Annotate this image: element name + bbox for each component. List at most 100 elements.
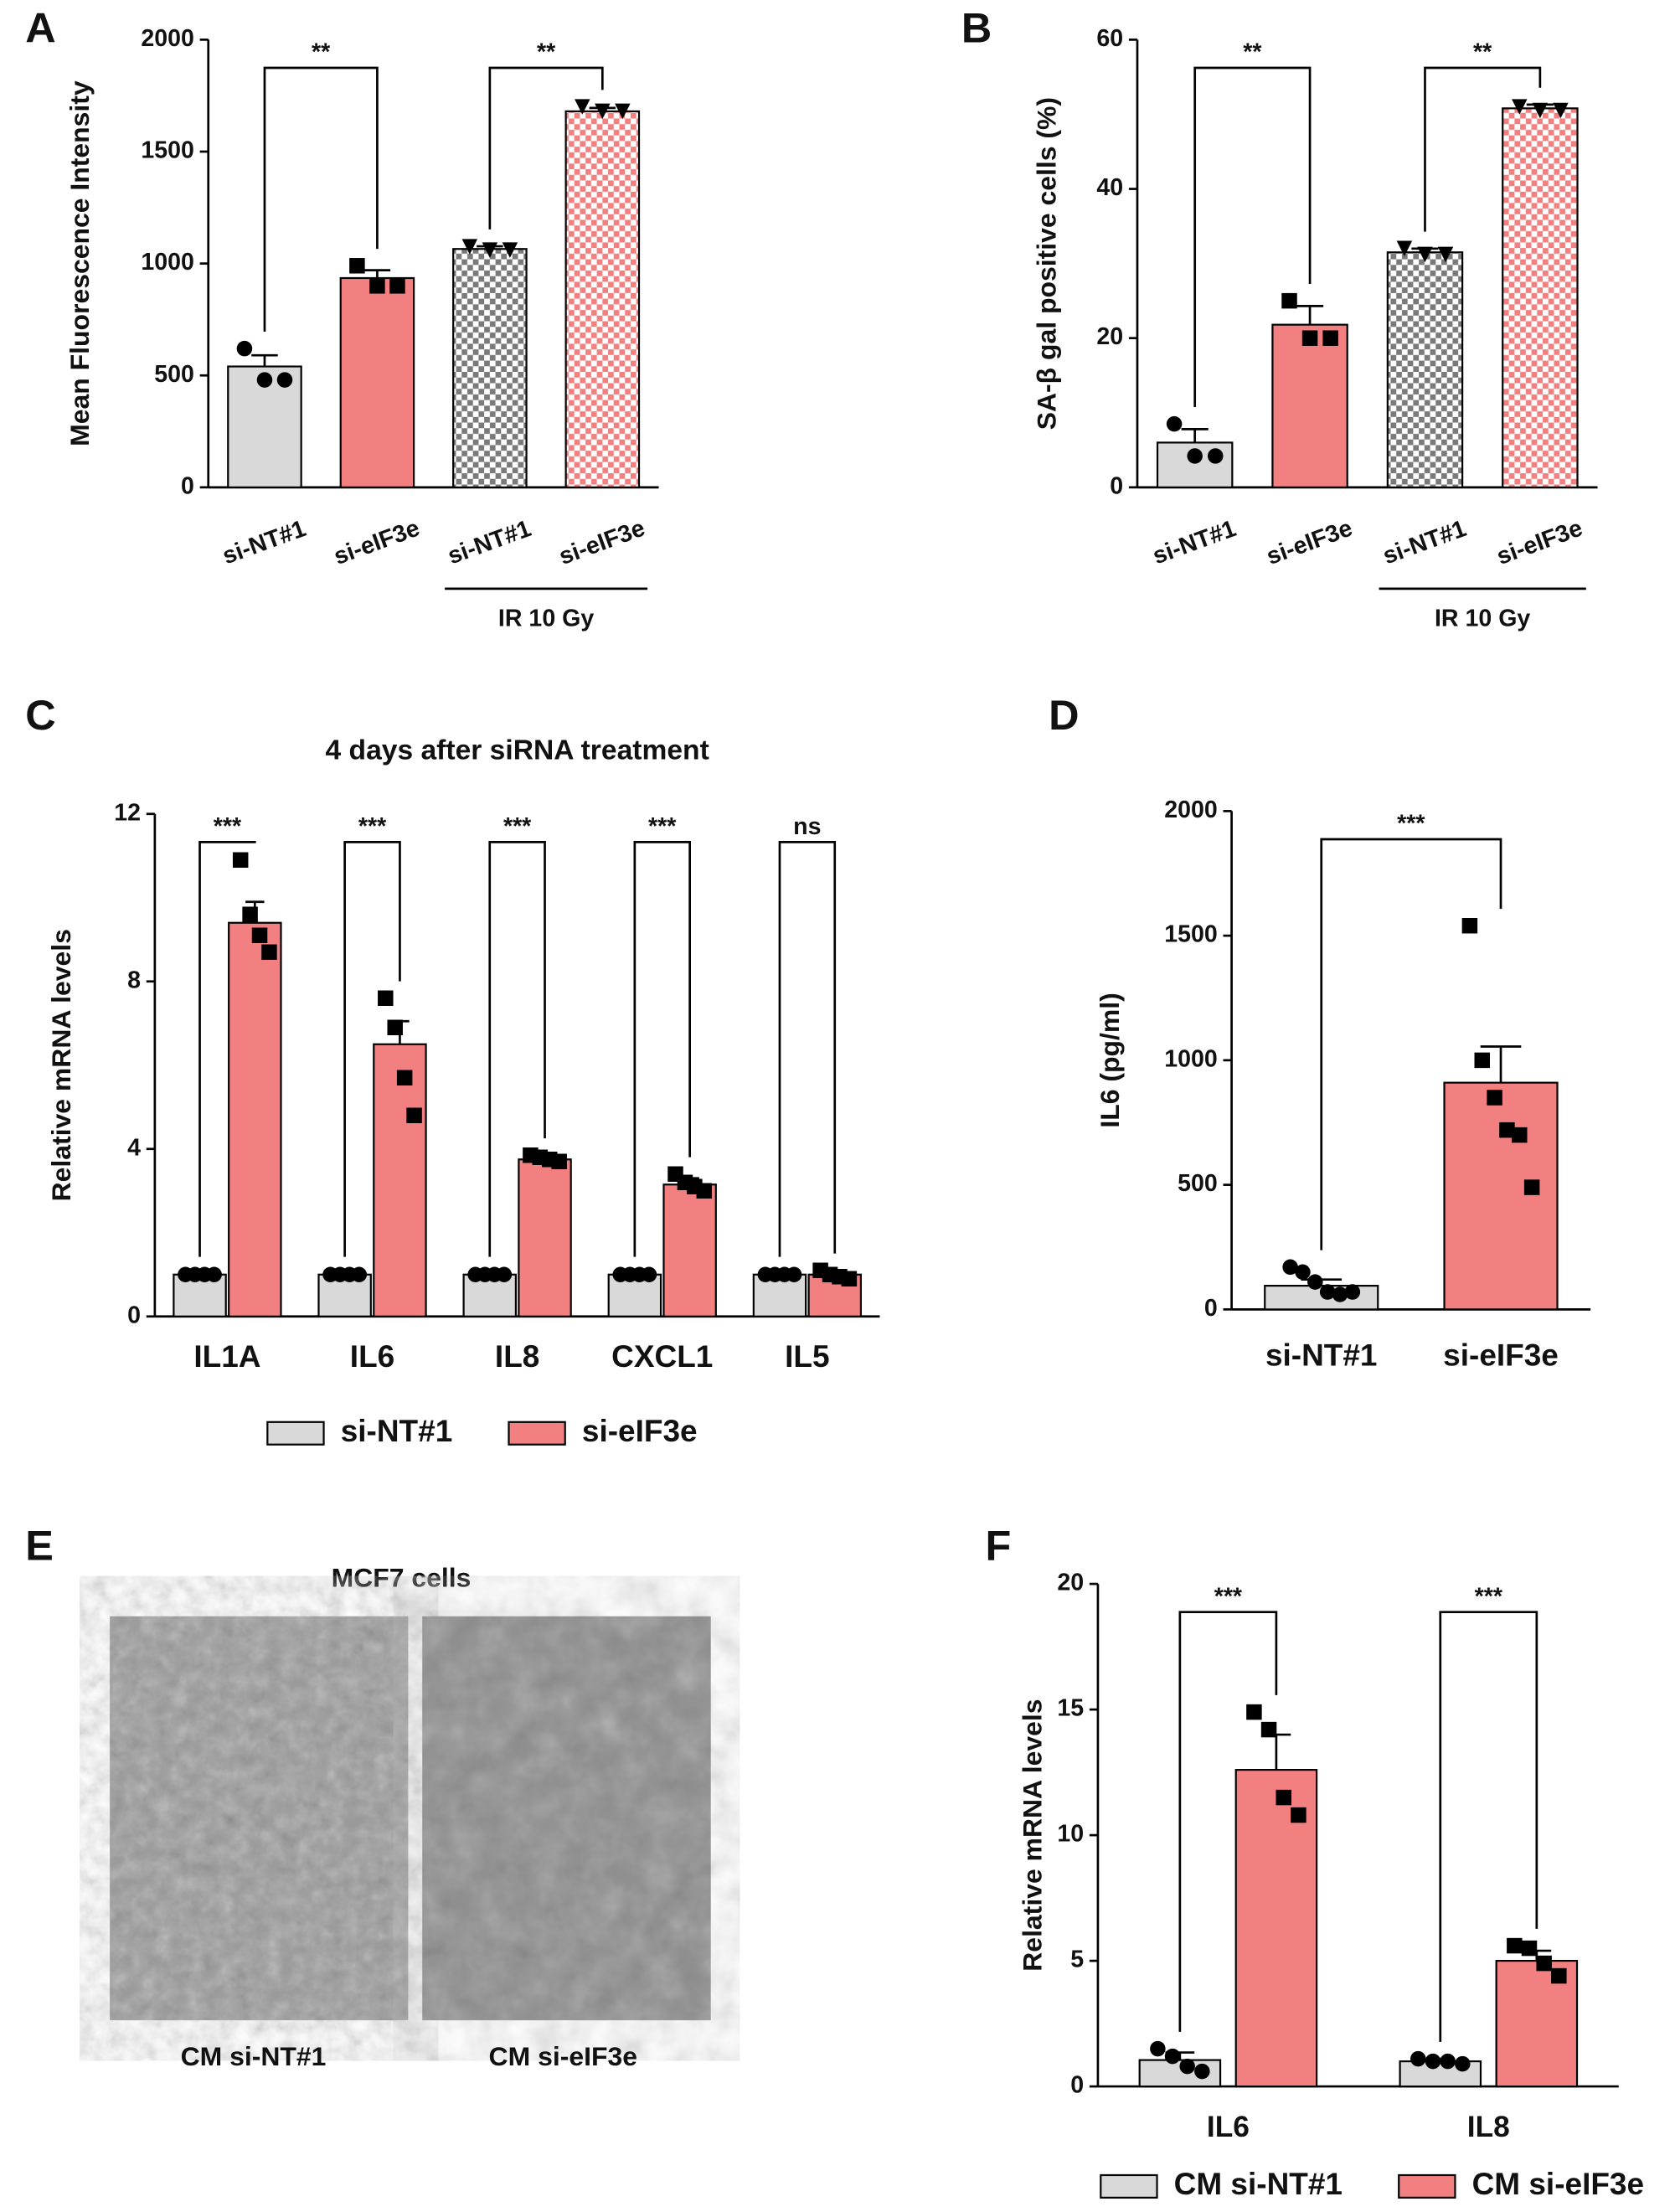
group-label: IR 10 Gy xyxy=(498,605,594,632)
y-tick-label: 5 xyxy=(1070,1946,1084,1973)
data-point xyxy=(1410,2050,1426,2067)
legend-swatch xyxy=(508,1421,566,1446)
significance-label: *** xyxy=(214,813,242,840)
legend-label: si-NT#1 xyxy=(341,1414,453,1448)
data-point xyxy=(369,278,385,294)
significance-label: ** xyxy=(1473,39,1492,66)
group-label: IR 10 Gy xyxy=(1435,605,1530,632)
significance-label: *** xyxy=(503,813,532,840)
bar xyxy=(1443,1081,1559,1311)
data-point xyxy=(378,990,394,1007)
data-point xyxy=(1523,1179,1540,1195)
micrograph-texture xyxy=(422,1616,711,2021)
data-point xyxy=(1291,1807,1306,1823)
significance-bracket xyxy=(1424,66,1542,232)
data-point xyxy=(1322,330,1338,346)
y-tick-label: 20 xyxy=(1096,323,1123,350)
significance-label: ** xyxy=(537,39,556,66)
data-point xyxy=(1260,1721,1277,1738)
bar xyxy=(228,921,282,1317)
bar xyxy=(518,1158,572,1317)
y-axis-label: SA-β gal positive cells (%) xyxy=(1032,97,1062,430)
data-point xyxy=(1396,240,1413,257)
image-caption: CM si-eIF3e xyxy=(489,2041,637,2071)
y-tick-label: 40 xyxy=(1096,174,1123,201)
significance-label: *** xyxy=(1214,1583,1243,1610)
significance-label: ns xyxy=(793,813,821,840)
x-tick-label: si-NT#1 xyxy=(444,515,534,570)
data-point xyxy=(1437,246,1454,263)
x-tick-label: si-eIF3e xyxy=(555,514,648,570)
y-tick-label: 15 xyxy=(1057,1695,1084,1722)
x-tick-label: si-NT#1 xyxy=(219,515,310,570)
y-tick-label: 0 xyxy=(1110,472,1123,499)
x-tick-label: CXCL1 xyxy=(611,1339,713,1374)
data-point xyxy=(206,1266,222,1283)
x-tick-label: si-eIF3e xyxy=(330,514,423,570)
micrograph-texture xyxy=(110,1616,409,2021)
bar xyxy=(1502,107,1579,488)
bar xyxy=(373,1043,427,1317)
data-point xyxy=(1440,2053,1456,2070)
y-axis-label: Mean Fluorescence Intensity xyxy=(64,80,95,446)
x-tick-label: si-eIF3e xyxy=(1443,1338,1559,1372)
data-point xyxy=(232,852,249,869)
data-point xyxy=(1455,2055,1471,2072)
y-axis-label: Relative mRNA levels xyxy=(1018,1699,1048,1971)
significance-bracket xyxy=(778,841,837,1257)
data-point xyxy=(1307,1274,1323,1290)
data-point xyxy=(1295,1264,1311,1280)
data-point xyxy=(1551,1967,1567,1984)
legend-label: CM si-eIF3e xyxy=(1472,2167,1644,2201)
image-caption: CM si-NT#1 xyxy=(181,2041,327,2071)
data-point xyxy=(1164,2048,1181,2065)
chart-title: 4 days after siRNA treatment xyxy=(326,735,709,766)
data-point xyxy=(1499,1121,1515,1138)
bar xyxy=(1386,251,1464,488)
data-point xyxy=(251,927,268,944)
data-point xyxy=(1301,330,1318,346)
x-tick-label: IL8 xyxy=(1467,2111,1510,2143)
data-point xyxy=(1179,2058,1195,2075)
y-tick-label: 0 xyxy=(181,472,194,499)
data-point xyxy=(615,103,631,120)
data-point xyxy=(496,1266,513,1283)
bar xyxy=(227,365,302,488)
data-point xyxy=(1150,2040,1166,2057)
x-tick-label: si-NT#1 xyxy=(1265,1338,1378,1372)
data-point xyxy=(1187,448,1203,464)
legend-swatch xyxy=(1100,2173,1158,2199)
data-point xyxy=(786,1266,802,1283)
significance-bracket xyxy=(343,841,401,1257)
data-point xyxy=(1507,1937,1523,1954)
data-point xyxy=(276,372,293,388)
data-point xyxy=(482,242,498,258)
y-tick-label: 0 xyxy=(1204,1295,1218,1322)
data-point xyxy=(389,278,405,294)
y-tick-label: 8 xyxy=(127,967,141,993)
data-point xyxy=(1276,1789,1291,1806)
y-tick-label: 500 xyxy=(1178,1170,1218,1197)
bar xyxy=(564,110,641,488)
y-tick-label: 60 xyxy=(1096,25,1123,52)
data-point xyxy=(502,242,518,258)
image-title: MCF7 cells xyxy=(332,1562,472,1592)
data-point xyxy=(1246,1704,1262,1720)
y-axis-label: IL6 (pg/ml) xyxy=(1095,993,1125,1127)
data-point xyxy=(1194,2063,1210,2080)
data-point xyxy=(1553,102,1569,119)
significance-bracket xyxy=(263,66,379,332)
significance-bracket xyxy=(1439,1611,1538,2042)
data-point xyxy=(1207,448,1224,464)
data-point xyxy=(351,1266,368,1283)
significance-label: ** xyxy=(312,39,331,66)
data-point xyxy=(1461,917,1478,934)
data-point xyxy=(1319,1284,1336,1300)
data-point xyxy=(1487,1090,1502,1106)
significance-bracket xyxy=(1178,1611,1278,2032)
y-tick-label: 10 xyxy=(1057,1821,1084,1848)
bar xyxy=(339,276,415,488)
data-point xyxy=(1166,415,1183,432)
